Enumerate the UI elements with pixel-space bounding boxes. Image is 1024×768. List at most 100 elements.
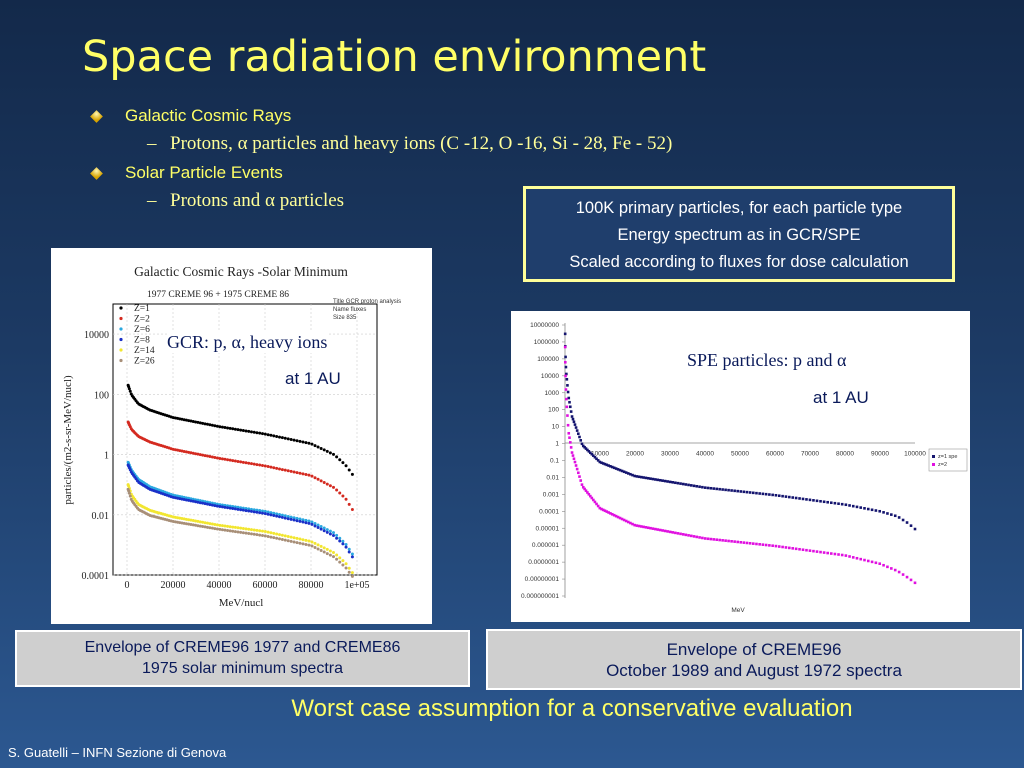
spe-point [764, 543, 768, 547]
gcr-point [347, 468, 351, 472]
gcr-point [187, 522, 191, 526]
caption-left-line: 1975 solar minimum spectra [142, 660, 343, 677]
gcr-point [292, 540, 296, 544]
gcr-point [228, 426, 232, 430]
spe-point [771, 544, 774, 548]
gcr-point [203, 521, 207, 525]
spe-point [909, 524, 913, 527]
gcr-point [187, 498, 191, 502]
gcr-point [196, 519, 200, 523]
spe-point [794, 496, 798, 500]
spe-point [651, 477, 655, 481]
gcr-point [261, 463, 265, 467]
gcr-point [191, 419, 195, 423]
gcr-point [182, 517, 186, 521]
gcr-point [295, 541, 299, 545]
spe-tick-labels: 10000000 1000000 100000 10000 1000 100 10 1 0.1 0… [521, 322, 926, 600]
spe-point [730, 540, 733, 543]
gcr-point [218, 527, 222, 531]
gcr-point [244, 507, 248, 511]
stats-name: Name fluxes [333, 307, 366, 313]
gcr-y-tick: 100 [94, 390, 109, 401]
gcr-point [244, 429, 248, 433]
spe-point [596, 459, 600, 462]
spe-point [863, 558, 866, 562]
gcr-point [201, 520, 205, 524]
gcr-chart-panel: Galactic Cosmic Rays -Solar Minimum 1977… [51, 248, 432, 624]
spe-point [692, 535, 696, 538]
gcr-point [331, 555, 335, 559]
spe-point [748, 491, 752, 494]
gcr-point [322, 546, 326, 550]
gcr-point [286, 539, 290, 543]
gcr-point [295, 536, 299, 540]
spe-legend-label: z=2 [938, 462, 947, 468]
gcr-point [331, 534, 335, 538]
spe-point [626, 472, 630, 475]
spe-point [829, 501, 833, 505]
gcr-x-tick: 60000 [253, 580, 278, 591]
spe-point [848, 555, 851, 558]
gcr-point [319, 544, 323, 548]
gcr-point [198, 421, 202, 425]
gcr-point [335, 553, 339, 557]
gcr-point [301, 440, 305, 444]
spe-point [589, 451, 592, 455]
spe-point [840, 502, 844, 506]
spe-point [882, 511, 885, 514]
gcr-point [247, 429, 251, 433]
gcr-point [233, 530, 237, 534]
gcr-point [283, 436, 287, 440]
stats-title: Title GCR proton analysis [333, 299, 401, 305]
spe-y-tick: 1 [555, 441, 559, 448]
gcr-point [307, 539, 311, 543]
spe-point [571, 454, 575, 457]
gcr-point [182, 498, 186, 502]
gcr-point [191, 499, 195, 503]
spe-y-tick: 0.01 [546, 474, 559, 481]
spe-y-tick: 10 [552, 424, 560, 431]
gcr-point [215, 527, 219, 531]
gcr-point [319, 549, 323, 553]
gcr-point [194, 420, 198, 424]
gcr-point [344, 464, 348, 468]
gcr-point [307, 473, 311, 477]
spe-point [595, 502, 598, 506]
gcr-point [182, 449, 186, 453]
gcr-point [187, 518, 191, 522]
gcr-series-z6 [126, 460, 354, 556]
gcr-point [319, 479, 323, 483]
spe-point [690, 484, 693, 487]
spe-point [844, 503, 848, 507]
spe-point [668, 480, 672, 484]
gcr-point [187, 450, 191, 454]
gcr-point [310, 540, 314, 544]
gcr-point [295, 439, 299, 443]
gcr-point [341, 542, 345, 546]
gcr-point [194, 500, 198, 504]
spe-y-tick: 1000 [545, 390, 560, 397]
gcr-point [241, 508, 245, 512]
spe-point [878, 562, 882, 565]
spe-point [609, 512, 612, 515]
gcr-point [239, 460, 243, 464]
spe-y-tick: 0.000001 [532, 542, 559, 549]
gcr-point [258, 509, 262, 513]
gcr-point [289, 515, 293, 519]
spe-point [751, 491, 755, 495]
spe-point [822, 551, 826, 554]
spe-point [695, 535, 699, 539]
gcr-point [331, 550, 335, 554]
spe-point [890, 513, 893, 516]
gcr-point [289, 469, 293, 473]
spe-point [570, 451, 574, 454]
gcr-point [184, 498, 188, 502]
gcr-point [304, 542, 308, 546]
spe-point [712, 538, 716, 541]
spe-point [801, 548, 805, 552]
gcr-point [247, 461, 251, 465]
gcr-point [335, 455, 339, 459]
gcr-point [198, 501, 202, 505]
spe-point [631, 473, 634, 477]
gcr-point [316, 445, 320, 449]
